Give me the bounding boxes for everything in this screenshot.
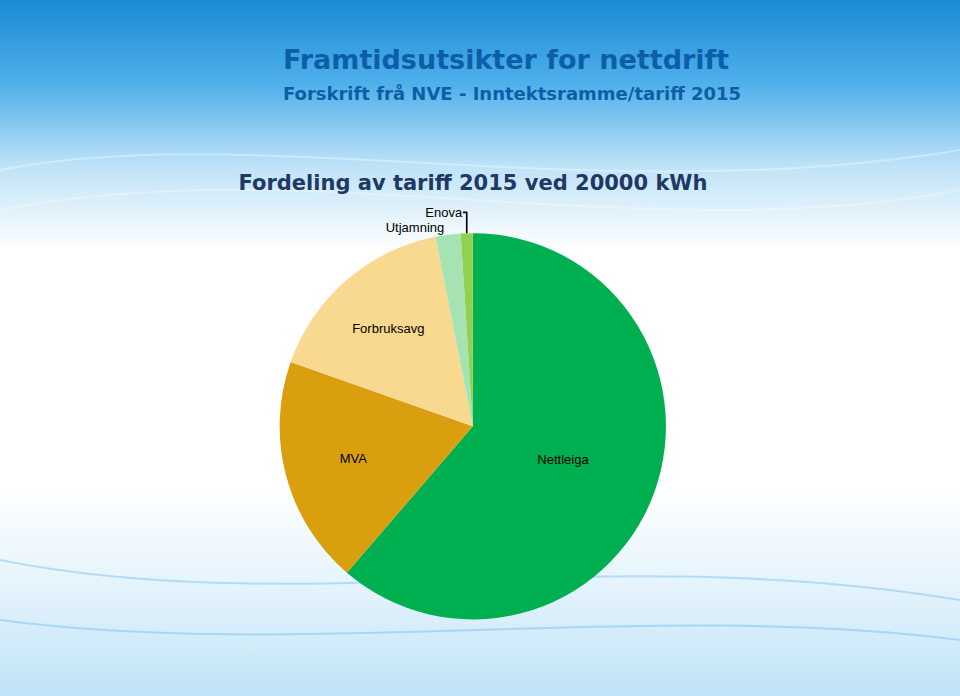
svg-text:Utjamning: Utjamning [386, 220, 445, 235]
svg-text:Nettleiga: Nettleiga [537, 452, 589, 467]
html-text:Forskrift frå NVE - Inntektsra: Forskrift frå NVE - Inntektsramme/tariff… [283, 83, 742, 104]
svg-text:Enova: Enova [425, 205, 463, 220]
html-text:Framtidsutsikter for nettdrift: Framtidsutsikter for nettdrift [283, 44, 730, 75]
svg-text:MVA: MVA [340, 451, 368, 466]
svg-text:Fordeling av tariff 2015 ved 2: Fordeling av tariff 2015 ved 20000 kWh [239, 171, 708, 195]
svg-text:Forbruksavg: Forbruksavg [352, 321, 424, 336]
